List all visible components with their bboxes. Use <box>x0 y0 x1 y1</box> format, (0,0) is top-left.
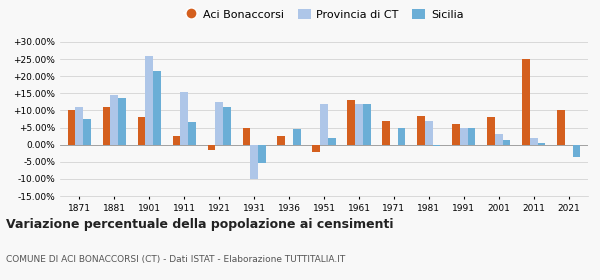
Bar <box>418 116 425 145</box>
Bar <box>103 107 110 145</box>
Bar <box>328 138 335 145</box>
Bar <box>452 124 460 145</box>
Bar <box>153 71 161 145</box>
Bar <box>83 119 91 145</box>
Bar <box>293 129 301 145</box>
Bar <box>495 134 503 145</box>
Bar <box>180 92 188 145</box>
Bar <box>425 121 433 145</box>
Bar <box>572 145 580 157</box>
Bar <box>145 56 153 145</box>
Bar <box>118 99 126 145</box>
Bar <box>68 110 76 145</box>
Bar <box>223 107 230 145</box>
Text: COMUNE DI ACI BONACCORSI (CT) - Dati ISTAT - Elaborazione TUTTITALIA.IT: COMUNE DI ACI BONACCORSI (CT) - Dati IST… <box>6 255 345 264</box>
Bar <box>208 145 215 150</box>
Bar <box>320 104 328 145</box>
Bar <box>530 138 538 145</box>
Legend: Aci Bonaccorsi, Provincia di CT, Sicilia: Aci Bonaccorsi, Provincia di CT, Sicilia <box>180 4 468 24</box>
Bar <box>242 128 250 145</box>
Text: Variazione percentuale della popolazione ai censimenti: Variazione percentuale della popolazione… <box>6 218 394 231</box>
Bar <box>110 95 118 145</box>
Bar <box>76 107 83 145</box>
Bar <box>363 104 371 145</box>
Bar <box>433 145 440 146</box>
Bar <box>137 117 145 145</box>
Bar <box>522 59 530 145</box>
Bar <box>258 145 266 164</box>
Bar <box>215 102 223 145</box>
Bar <box>468 128 475 145</box>
Bar <box>487 117 495 145</box>
Bar <box>503 139 511 145</box>
Bar <box>313 145 320 151</box>
Bar <box>347 100 355 145</box>
Bar <box>382 121 390 145</box>
Bar <box>538 143 545 145</box>
Bar <box>188 122 196 145</box>
Bar <box>173 136 180 145</box>
Bar <box>557 110 565 145</box>
Bar <box>398 128 406 145</box>
Bar <box>250 145 258 179</box>
Bar <box>277 136 285 145</box>
Bar <box>355 104 363 145</box>
Bar <box>460 128 468 145</box>
